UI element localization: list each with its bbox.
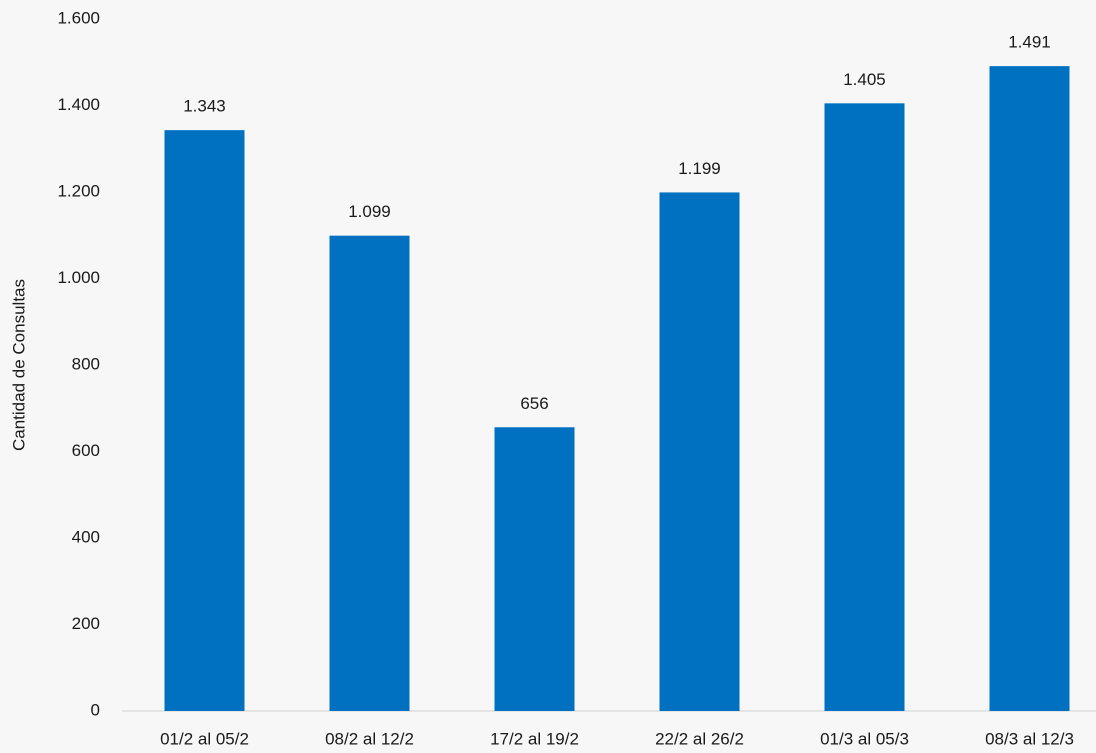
y-tick-label: 200 — [72, 614, 100, 633]
bar — [825, 103, 905, 711]
y-tick-label: 1.600 — [57, 8, 100, 27]
y-axis-title: Cantidad de Consultas — [9, 279, 28, 451]
value-label: 1.199 — [678, 159, 721, 178]
x-tick-label: 01/3 al 05/3 — [820, 729, 909, 748]
bar — [495, 427, 575, 711]
bar — [660, 192, 740, 711]
value-label: 1.099 — [348, 202, 391, 221]
value-label: 1.343 — [183, 97, 226, 116]
x-tick-label: 17/2 al 19/2 — [490, 729, 579, 748]
x-tick-label: 22/2 al 26/2 — [655, 729, 744, 748]
value-label: 1.491 — [1008, 33, 1051, 52]
value-label: 656 — [520, 394, 548, 413]
y-tick-label: 1.000 — [57, 268, 100, 287]
y-tick-label: 400 — [72, 527, 100, 546]
y-tick-label: 1.400 — [57, 95, 100, 114]
bar — [990, 66, 1070, 711]
bar — [165, 130, 245, 711]
page: {"chart_data": {"type": "bar", "y_label"… — [0, 0, 1096, 753]
value-label: 1.405 — [843, 70, 886, 89]
chart: Cantidad de Consultas 0 200 400 600 800 1.000… — [0, 0, 1096, 753]
bar — [330, 236, 410, 711]
y-tick-label: 0 — [91, 700, 100, 719]
x-tick-label: 08/3 al 12/3 — [985, 729, 1074, 748]
y-tick-label: 600 — [72, 441, 100, 460]
x-tick-label: 08/2 al 12/2 — [325, 729, 414, 748]
y-tick-label: 1.200 — [57, 181, 100, 200]
y-tick-label: 800 — [72, 354, 100, 373]
x-tick-label: 01/2 al 05/2 — [160, 729, 249, 748]
